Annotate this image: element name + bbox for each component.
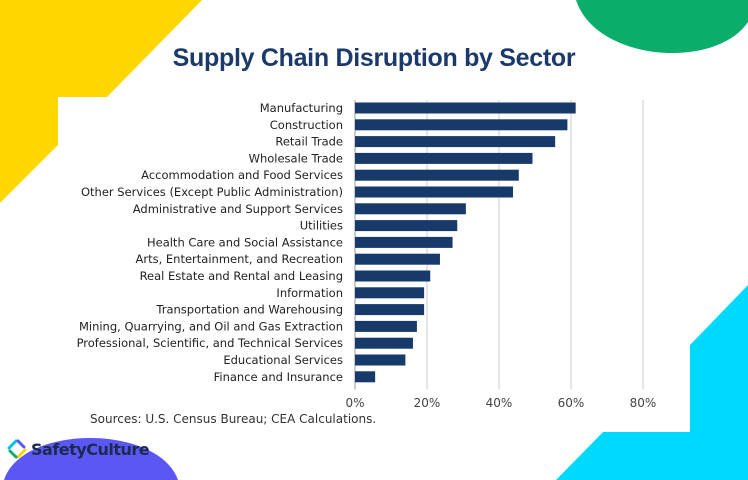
bar xyxy=(355,169,519,181)
source-note: Sources: U.S. Census Bureau; CEA Calcula… xyxy=(90,412,377,426)
category-label: Mining, Quarrying, and Oil and Gas Extra… xyxy=(79,319,343,333)
green-shape xyxy=(576,0,748,54)
category-label: Other Services (Except Public Administra… xyxy=(81,185,343,199)
category-label: Utilities xyxy=(300,219,343,233)
bar xyxy=(355,304,425,316)
x-tick-label: 0% xyxy=(345,396,364,410)
bar xyxy=(355,102,576,114)
bar xyxy=(355,236,453,248)
x-tick-label: 20% xyxy=(414,396,441,410)
category-label: Administrative and Support Services xyxy=(133,202,343,216)
category-label: Professional, Scientific, and Technical … xyxy=(77,336,343,350)
category-label: Retail Trade xyxy=(275,135,343,149)
category-label: Real Estate and Rental and Leasing xyxy=(140,269,343,283)
bar xyxy=(355,152,533,164)
category-label: Construction xyxy=(270,118,343,132)
category-label: Health Care and Social Assistance xyxy=(147,235,343,249)
bar xyxy=(355,136,556,148)
bar xyxy=(355,203,466,215)
logo-icon xyxy=(7,439,27,459)
category-label: Arts, Entertainment, and Recreation xyxy=(136,252,344,266)
yellow-shape xyxy=(0,0,202,203)
bar xyxy=(355,220,458,232)
chart-title: Supply Chain Disruption by Sector xyxy=(172,44,576,72)
category-label: Wholesale Trade xyxy=(249,151,343,165)
x-tick-label: 40% xyxy=(486,396,513,410)
category-label: Information xyxy=(276,286,343,300)
bar xyxy=(355,371,376,383)
category-label: Finance and Insurance xyxy=(214,370,343,384)
bar xyxy=(355,337,413,349)
bar xyxy=(355,270,431,282)
category-label: Accommodation and Food Services xyxy=(141,168,343,182)
x-tick-label: 80% xyxy=(630,396,657,410)
purple-shape xyxy=(4,438,178,480)
category-label: Educational Services xyxy=(223,353,343,367)
logo-text: SafetyCulture xyxy=(31,439,150,459)
safetyculture-logo: SafetyCulture xyxy=(7,439,150,459)
bar xyxy=(355,320,417,332)
bar xyxy=(355,287,425,299)
bar xyxy=(355,119,568,131)
bar xyxy=(355,186,514,198)
category-label: Manufacturing xyxy=(260,101,343,115)
bar xyxy=(355,253,440,265)
bar xyxy=(355,354,406,366)
x-tick-label: 60% xyxy=(558,396,585,410)
category-label: Transportation and Warehousing xyxy=(155,303,343,317)
cyan-shape xyxy=(556,285,748,480)
